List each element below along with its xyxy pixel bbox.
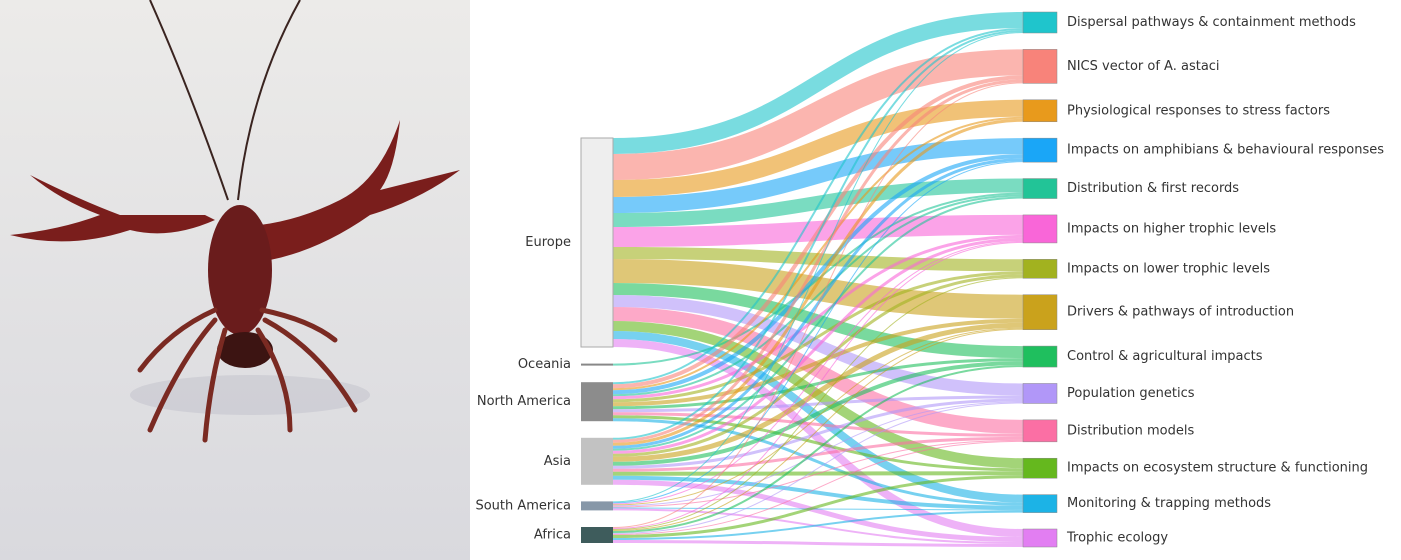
- target-label: Impacts on higher trophic levels: [1067, 221, 1276, 236]
- flow: [612, 412, 1024, 437]
- target-node: [1022, 214, 1058, 244]
- target-node: [1022, 259, 1058, 279]
- flow: [612, 118, 1024, 446]
- target-node: [1022, 383, 1058, 404]
- flow: [612, 138, 1024, 213]
- flow: [612, 283, 1024, 359]
- target-node: [1022, 494, 1058, 513]
- flow: [612, 475, 1024, 510]
- crayfish-photo: [0, 0, 470, 560]
- flow: [612, 439, 1024, 508]
- target-label: Impacts on lower trophic levels: [1067, 261, 1270, 276]
- flow: [612, 192, 1024, 366]
- flow: [612, 274, 1024, 457]
- source-label: Oceania: [518, 357, 571, 372]
- source-node: [581, 363, 613, 366]
- target-node: [1022, 294, 1058, 330]
- source-label: Europe: [525, 235, 571, 250]
- flow: [612, 402, 1024, 534]
- target-node: [1022, 419, 1058, 443]
- flow: [612, 507, 1024, 511]
- target-label: NICS vector of A. astaci: [1067, 59, 1220, 74]
- source-node: [581, 382, 613, 422]
- source-label: Africa: [534, 528, 571, 543]
- flow: [612, 75, 1024, 389]
- links: [612, 12, 1024, 547]
- target-node: [1022, 49, 1058, 84]
- source-label: North America: [477, 394, 571, 409]
- flow: [612, 240, 1024, 505]
- flow: [612, 196, 1024, 451]
- target-label: Physiological responses to stress factor…: [1067, 103, 1330, 118]
- flow: [612, 398, 1024, 469]
- flow: [612, 28, 1024, 385]
- flow: [612, 12, 1024, 154]
- target-label: Population genetics: [1067, 386, 1195, 401]
- flow: [612, 82, 1024, 528]
- target-label: Distribution models: [1067, 423, 1194, 438]
- source-label: South America: [475, 498, 571, 513]
- target-node: [1022, 178, 1058, 199]
- target-node: [1022, 457, 1058, 479]
- flow: [612, 277, 1024, 530]
- flow: [612, 307, 1024, 434]
- target-label: Impacts on amphibians & behavioural resp…: [1067, 143, 1384, 158]
- target-node: [1022, 137, 1058, 163]
- flow: [612, 99, 1024, 197]
- target-node: [1022, 345, 1058, 368]
- flow: [612, 194, 1024, 397]
- source-node: [581, 437, 613, 485]
- target-node: [1022, 99, 1058, 123]
- target-node: [1022, 11, 1058, 34]
- flow: [612, 30, 1024, 440]
- target-label: Trophic ecology: [1066, 531, 1168, 546]
- flow: [612, 318, 1024, 407]
- flow: [612, 540, 1024, 547]
- target-label: Monitoring & trapping methods: [1067, 496, 1271, 511]
- target-node: [1022, 528, 1058, 548]
- flow: [612, 32, 1024, 503]
- flow: [612, 79, 1024, 443]
- flow: [612, 475, 1024, 538]
- target-label: Impacts on ecosystem structure & functio…: [1067, 461, 1368, 476]
- flow: [612, 322, 1024, 462]
- flow: [612, 116, 1024, 391]
- flow: [612, 241, 1024, 529]
- flow: [612, 237, 1024, 454]
- source-node: [580, 137, 614, 348]
- target-label: Drivers & pathways of introduction: [1067, 305, 1294, 320]
- flow: [612, 234, 1024, 400]
- flow: [612, 327, 1024, 506]
- flow: [612, 328, 1024, 531]
- flow: [612, 49, 1024, 180]
- source-node: [581, 501, 613, 511]
- target-label: Distribution & first records: [1067, 181, 1239, 196]
- source-label: Asia: [544, 454, 571, 469]
- flow: [612, 440, 1024, 535]
- target-label: Control & agricultural impacts: [1067, 349, 1263, 364]
- source-node: [581, 527, 613, 543]
- flow: [612, 154, 1024, 395]
- sankey: Europe Oceania North America Asia South Amer…: [475, 11, 1384, 548]
- flow: [612, 510, 1024, 540]
- flow: [612, 361, 1024, 466]
- flow: [612, 339, 1024, 537]
- target-label: Dispersal pathways & containment methods: [1067, 15, 1356, 30]
- flow: [612, 259, 1024, 319]
- flow: [612, 158, 1024, 449]
- flow: [612, 401, 1024, 507]
- flow: [612, 415, 1024, 472]
- flow: [612, 365, 1024, 533]
- flow: [612, 271, 1024, 403]
- flow: [612, 178, 1024, 227]
- flow: [612, 161, 1024, 504]
- flow: [612, 358, 1024, 410]
